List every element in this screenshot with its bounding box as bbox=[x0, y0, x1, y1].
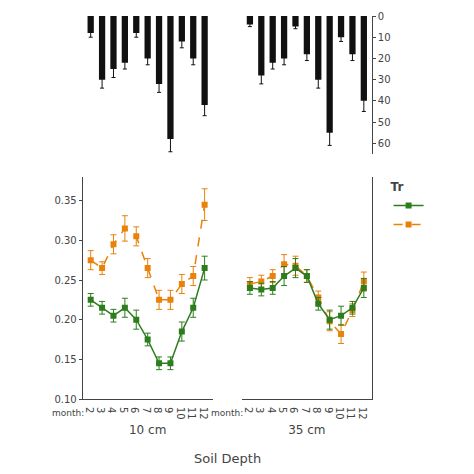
svg-text:0.10: 0.10 bbox=[54, 394, 76, 405]
svg-text:8: 8 bbox=[152, 407, 163, 413]
svg-text:10 cm: 10 cm bbox=[129, 423, 166, 437]
svg-text:50: 50 bbox=[378, 117, 391, 128]
svg-text:9: 9 bbox=[163, 407, 174, 413]
svg-text:4: 4 bbox=[266, 407, 277, 413]
svg-text:7: 7 bbox=[300, 407, 311, 413]
svg-text:2: 2 bbox=[243, 407, 254, 413]
svg-text:Tr: Tr bbox=[391, 180, 404, 194]
svg-text:10: 10 bbox=[378, 32, 391, 43]
svg-text:12: 12 bbox=[357, 407, 368, 420]
svg-text:2: 2 bbox=[84, 407, 95, 413]
svg-text:7: 7 bbox=[141, 407, 152, 413]
svg-text:Soil Depth: Soil Depth bbox=[194, 451, 261, 466]
svg-text:11: 11 bbox=[345, 407, 356, 420]
svg-text:6: 6 bbox=[129, 407, 140, 413]
svg-text:35 cm: 35 cm bbox=[288, 423, 325, 437]
svg-text:0.35: 0.35 bbox=[54, 195, 76, 206]
svg-text:3: 3 bbox=[254, 407, 265, 413]
svg-text:8: 8 bbox=[311, 407, 322, 413]
svg-text:9: 9 bbox=[323, 407, 334, 413]
svg-text:5: 5 bbox=[118, 407, 129, 413]
svg-text:5: 5 bbox=[277, 407, 288, 413]
svg-text:10: 10 bbox=[175, 407, 186, 420]
svg-text:0.15: 0.15 bbox=[54, 354, 76, 365]
svg-text:30: 30 bbox=[378, 74, 391, 85]
svg-text:month:: month: bbox=[52, 408, 84, 418]
svg-text:11: 11 bbox=[186, 407, 197, 420]
svg-text:20: 20 bbox=[378, 53, 391, 64]
svg-text:12: 12 bbox=[198, 407, 209, 420]
svg-text:0.20: 0.20 bbox=[54, 314, 76, 325]
svg-text:month:: month: bbox=[211, 408, 243, 418]
svg-text:4: 4 bbox=[106, 407, 117, 413]
svg-text:0.25: 0.25 bbox=[54, 275, 76, 286]
svg-text:0.30: 0.30 bbox=[54, 235, 76, 246]
svg-text:10: 10 bbox=[334, 407, 345, 420]
svg-text:40: 40 bbox=[378, 95, 391, 106]
svg-text:0: 0 bbox=[378, 11, 384, 22]
svg-text:60: 60 bbox=[378, 138, 391, 149]
svg-text:3: 3 bbox=[95, 407, 106, 413]
svg-text:6: 6 bbox=[288, 407, 299, 413]
